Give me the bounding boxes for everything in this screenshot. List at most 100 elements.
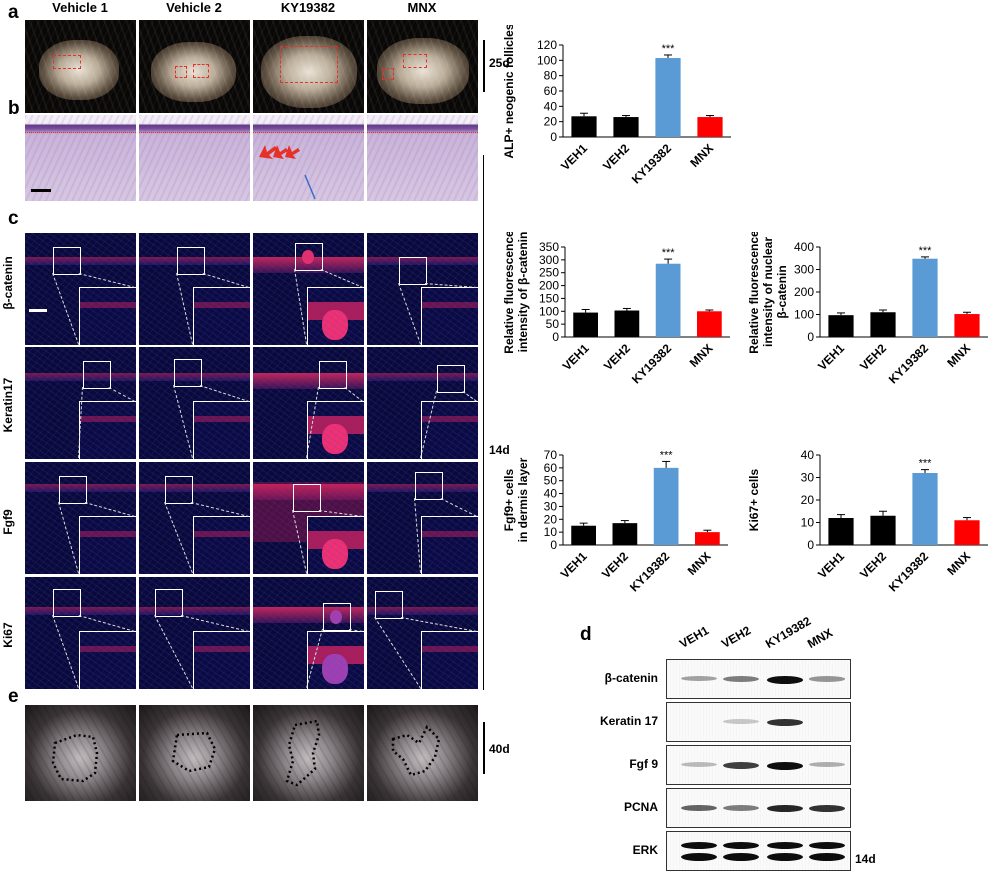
zoom-region-box [399, 257, 427, 285]
fluorescence-image-ki67-mnx [367, 577, 478, 689]
zoom-inset [421, 631, 478, 689]
bar-veh2 [870, 515, 896, 545]
row-label-fgf9: Fgf9 [1, 509, 15, 535]
bar-mnx [697, 117, 723, 137]
y-tick-label: 30 [544, 499, 558, 513]
blot-row-label: β-catenin [604, 671, 658, 685]
y-axis-label: Relative fluorescence [502, 232, 516, 354]
category-label: MNX [687, 341, 716, 370]
zoom-inset [193, 401, 250, 459]
panel-letter-e: e [8, 686, 19, 707]
bar-mnx [695, 532, 720, 545]
fluorescence-image-ki67-ky19382 [253, 577, 364, 689]
day-label-25d: 25d [489, 56, 510, 70]
y-tick-label: 0 [807, 330, 814, 344]
zoom-region-box [177, 247, 205, 275]
category-label: VEH1 [560, 341, 592, 373]
column-title-vehicle-1: Vehicle 1 [52, 0, 108, 15]
y-tick-label: 10 [801, 516, 815, 530]
blot-band [681, 853, 717, 861]
significance-marker: *** [919, 245, 933, 257]
zoom-inset [193, 287, 250, 345]
bar-veh1 [828, 518, 854, 545]
dermoscopy-image-mnx [367, 20, 478, 113]
blot-strip [666, 788, 851, 828]
blot-band [767, 762, 803, 770]
bar-mnx [697, 311, 722, 337]
zoom-region-box [53, 247, 81, 275]
zoom-region-box [174, 359, 202, 387]
y-tick-label: 0 [552, 330, 559, 344]
zoom-inset [307, 516, 364, 574]
y-axis-label: in dermis layer [516, 457, 530, 542]
fluorescence-image-beta-catenin-mnx [367, 233, 478, 345]
photo-ky19382 [253, 705, 364, 801]
y-tick-label: 60 [544, 461, 558, 475]
blot-band [809, 676, 845, 682]
category-label: KY19382 [886, 549, 932, 595]
zoom-region-box [415, 472, 443, 500]
blot-band [723, 842, 759, 849]
blot-strip [666, 831, 851, 871]
blot-row-label: Keratin 17 [599, 714, 658, 728]
blot-strip [666, 659, 851, 699]
category-label: KY19382 [627, 549, 673, 595]
bar-mnx [954, 520, 980, 545]
histology-image-mnx [367, 115, 478, 201]
blot-band [767, 719, 803, 727]
day-label-14d: 14d [489, 443, 510, 457]
y-axis-label: β-catenin [775, 265, 789, 318]
y-tick-label: 150 [539, 291, 559, 305]
y-tick-label: 300 [794, 263, 814, 277]
bar-veh1 [571, 116, 597, 137]
column-title-mnx: MNX [407, 0, 437, 15]
histology-image-vehicle-1 [25, 115, 136, 201]
column-title-vehicle-2: Vehicle 2 [166, 0, 222, 15]
scale-bar [29, 309, 47, 312]
y-tick-label: 60 [544, 84, 558, 98]
day-bracket-40d [483, 722, 485, 774]
dermoscopy-image-vehicle-2 [139, 20, 250, 113]
y-tick-label: 350 [539, 240, 559, 254]
category-label: VEH2 [601, 341, 633, 373]
bar-veh1 [573, 312, 598, 337]
blot-band [767, 842, 803, 849]
day-label-blot: 14d [855, 852, 876, 866]
category-label: VEH2 [857, 549, 889, 581]
bar-veh1 [571, 525, 596, 545]
fluorescence-image-keratin17-vehicle-1 [25, 347, 136, 459]
histology-image-ky19382 [253, 115, 364, 201]
photo-vehicle-1 [25, 705, 136, 801]
zoom-region-box [165, 476, 193, 504]
blot-band [809, 853, 845, 861]
blot-strip [666, 702, 851, 742]
zoom-inset [79, 631, 136, 689]
zoom-inset [307, 631, 364, 689]
fluorescence-image-beta-catenin-vehicle-2 [139, 233, 250, 345]
blot-band [723, 853, 759, 861]
y-tick-label: 100 [794, 308, 814, 322]
zoom-inset [307, 287, 364, 345]
blot-strip [666, 745, 851, 785]
blot-band [723, 762, 759, 769]
day-label-40d: 40d [489, 742, 510, 756]
category-label: MNX [944, 549, 973, 578]
dermoscopy-image-vehicle-1 [25, 20, 136, 113]
y-tick-label: 100 [537, 53, 557, 67]
bar-veh1 [828, 315, 854, 337]
y-axis-label: ALP+ neogenic follicles [502, 25, 516, 159]
zoom-region-box [375, 591, 403, 619]
zoom-region-box [437, 365, 465, 393]
row-label-beta-catenin: β-catenin [1, 256, 15, 310]
y-tick-label: 40 [544, 99, 558, 113]
scale-bar [31, 189, 51, 192]
y-tick-label: 120 [537, 38, 557, 52]
zoom-region-box [155, 589, 183, 617]
significance-marker: *** [662, 43, 676, 55]
y-tick-label: 50 [546, 317, 560, 331]
zoom-inset [307, 401, 364, 459]
photo-vehicle-2 [139, 705, 250, 801]
y-tick-label: 0 [807, 538, 814, 552]
bar-ky19382 [912, 258, 938, 337]
